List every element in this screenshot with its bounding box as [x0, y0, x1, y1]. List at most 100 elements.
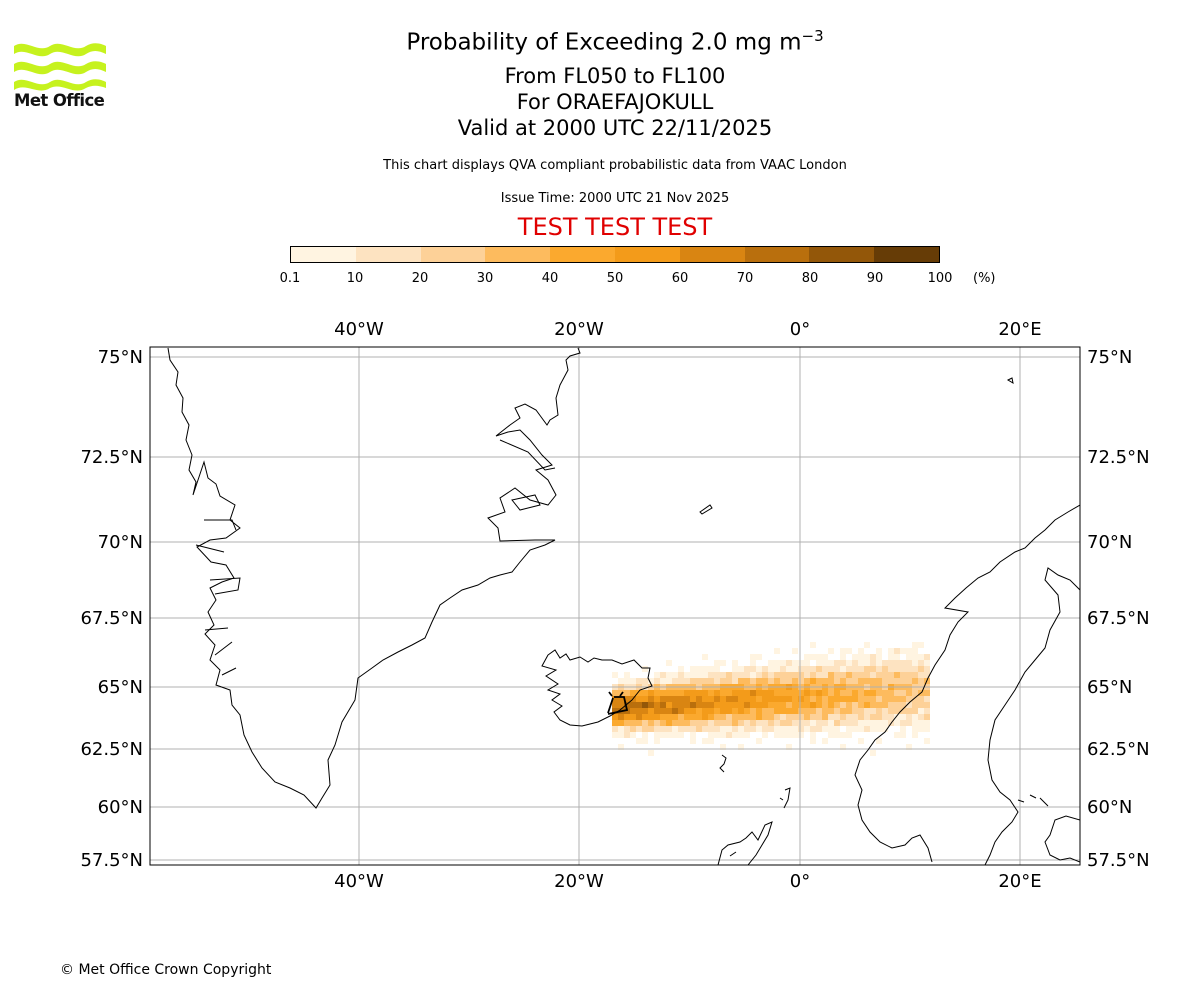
plume-cell — [906, 648, 912, 654]
plume-cell — [774, 660, 780, 666]
plume-cell — [732, 678, 738, 684]
plume-cell — [894, 690, 900, 696]
plume-cell — [810, 714, 816, 720]
longitude-label: 20°W — [554, 871, 604, 892]
plume-cell — [732, 708, 738, 714]
plume-cell — [804, 690, 810, 696]
plume-cell — [666, 702, 672, 708]
plume-cell — [738, 702, 744, 708]
plume-cell — [894, 654, 900, 660]
plume-cell — [864, 672, 870, 678]
plume-cell — [816, 702, 822, 708]
colorbar-tick-label: 90 — [866, 271, 884, 286]
plume-cell — [882, 696, 888, 702]
plume-cell — [798, 714, 804, 720]
plume-cell — [744, 726, 750, 732]
plume-cell — [744, 690, 750, 696]
plume-cell — [840, 654, 846, 660]
plume-cell — [690, 720, 696, 726]
plume-cell — [642, 696, 648, 702]
plume-cell — [912, 702, 918, 708]
plume-cell — [870, 750, 876, 756]
plume-cell — [720, 690, 726, 696]
plume-cell — [666, 660, 672, 666]
plume-cell — [762, 714, 768, 720]
plume-cell — [906, 678, 912, 684]
plume-cell — [858, 708, 864, 714]
valid-time: Valid at 2000 UTC 22/11/2025 — [457, 116, 773, 140]
plume-cell — [822, 696, 828, 702]
plume-cell — [828, 702, 834, 708]
plume-cell — [882, 690, 888, 696]
plume-cell — [678, 708, 684, 714]
plume-cell — [636, 720, 642, 726]
plume-cell — [720, 702, 726, 708]
plume-cell — [642, 720, 648, 726]
plume-cell — [624, 696, 630, 702]
plume-cell — [810, 642, 816, 648]
plume-cell — [882, 660, 888, 666]
plume-cell — [810, 708, 816, 714]
plume-cell — [882, 678, 888, 684]
plume-cell — [714, 678, 720, 684]
plume-cell — [636, 696, 642, 702]
colorbar-segment — [550, 247, 615, 262]
plume-cell — [726, 708, 732, 714]
plume-cell — [906, 666, 912, 672]
plume-cell — [822, 708, 828, 714]
chart-title: Probability of Exceeding 2.0 mg m−3 — [0, 27, 1200, 56]
plume-cell — [852, 702, 858, 708]
plume-cell — [834, 702, 840, 708]
plume-cell — [642, 726, 648, 732]
plume-cell — [660, 690, 666, 696]
plume-cell — [798, 726, 804, 732]
plume-cell — [906, 654, 912, 660]
plume-cell — [786, 726, 792, 732]
plume-cell — [630, 708, 636, 714]
plume-cell — [864, 702, 870, 708]
plume-cell — [924, 714, 930, 720]
plume-cell — [900, 714, 906, 720]
plume-cell — [858, 738, 864, 744]
plume-cell — [816, 660, 822, 666]
plume-cell — [888, 672, 894, 678]
plume-cell — [648, 708, 654, 714]
plume-cell — [750, 666, 756, 672]
plume-cell — [708, 708, 714, 714]
plume-cell — [858, 702, 864, 708]
plume-cell — [666, 672, 672, 678]
plume-cell — [780, 672, 786, 678]
plume-cell — [888, 702, 894, 708]
plume-cell — [690, 696, 696, 702]
plume-cell — [612, 720, 618, 726]
plume-cell — [642, 690, 648, 696]
copyright: © Met Office Crown Copyright — [60, 962, 272, 978]
plume-cell — [816, 690, 822, 696]
plume-cell — [690, 738, 696, 744]
plume-cell — [768, 696, 774, 702]
latitude-label-left: 75°N — [98, 347, 143, 368]
plume-cell — [846, 732, 852, 738]
plume-cell — [870, 696, 876, 702]
plume-cell — [798, 696, 804, 702]
plume-cell — [834, 666, 840, 672]
plume-cell — [876, 714, 882, 720]
plume-cell — [912, 648, 918, 654]
plume-cell — [696, 666, 702, 672]
plume-cell — [918, 696, 924, 702]
plume-cell — [822, 672, 828, 678]
plume-cell — [624, 720, 630, 726]
plume-cell — [726, 726, 732, 732]
plume-cell — [864, 654, 870, 660]
plume-cell — [720, 672, 726, 678]
plume-cell — [726, 696, 732, 702]
plume-cell — [684, 696, 690, 702]
plume-cell — [876, 672, 882, 678]
plume-cell — [876, 654, 882, 660]
plume-cell — [666, 714, 672, 720]
plume-cell — [654, 720, 660, 726]
plume-cell — [678, 678, 684, 684]
plume-cell — [918, 714, 924, 720]
plume-cell — [900, 666, 906, 672]
latitude-label-right: 65°N — [1087, 677, 1132, 698]
